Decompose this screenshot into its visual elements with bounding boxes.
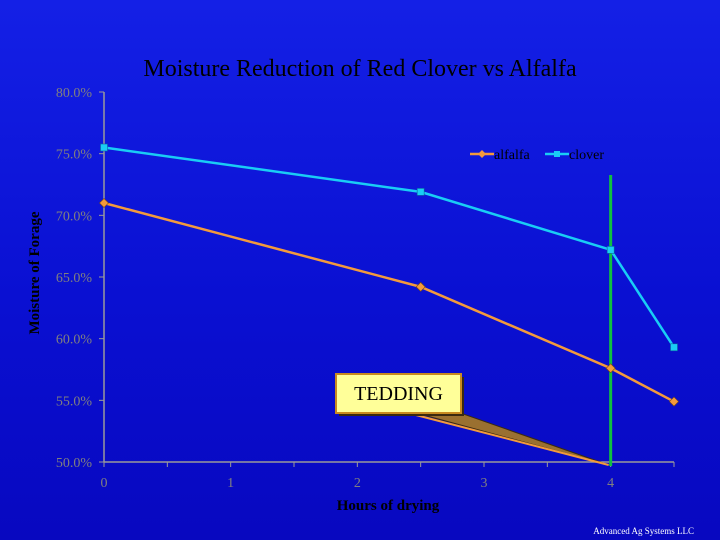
legend-marker-alfalfa bbox=[478, 150, 486, 158]
x-tick-label: 3 bbox=[481, 476, 488, 491]
x-tick-label: 2 bbox=[354, 476, 361, 491]
legend-label-alfalfa: alfalfa bbox=[494, 148, 531, 163]
data-point-clover bbox=[670, 343, 678, 352]
x-tick-label: 4 bbox=[607, 476, 614, 491]
data-point-alfalfa bbox=[99, 198, 109, 208]
series-line-clover bbox=[103, 146, 676, 348]
footer-credit: Advanced Ag Systems LLC bbox=[593, 526, 694, 536]
data-point-clover bbox=[606, 246, 615, 254]
y-tick-label: 70.0% bbox=[56, 209, 93, 224]
callout-pointer-highlight bbox=[411, 413, 609, 466]
legend-marker-clover bbox=[554, 151, 560, 157]
data-point-alfalfa bbox=[605, 363, 616, 374]
callout-box bbox=[335, 373, 462, 414]
series-line-alfalfa bbox=[103, 201, 675, 403]
y-tick-label: 65.0% bbox=[56, 271, 93, 286]
legend-label-clover: clover bbox=[569, 148, 604, 163]
data-point-clover bbox=[416, 188, 425, 196]
x-tick-label: 0 bbox=[101, 476, 108, 491]
y-tick-label: 55.0% bbox=[56, 394, 93, 409]
chart-title: Moisture Reduction of Red Clover vs Alfa… bbox=[143, 56, 577, 82]
data-point-clover bbox=[100, 143, 108, 152]
y-axis-title: Moisture of Forage bbox=[27, 211, 43, 334]
x-axis-title: Hours of drying bbox=[337, 498, 440, 514]
y-tick-label: 80.0% bbox=[56, 86, 93, 101]
y-tick-label: 60.0% bbox=[56, 333, 93, 348]
x-tick-label: 1 bbox=[227, 476, 234, 491]
plot-area: 50.0% 55.0% 60.0% 65.0% 70.0% 75.0% 80.0% 0 1 2 3 4… bbox=[56, 86, 679, 491]
data-point-alfalfa bbox=[415, 281, 426, 292]
callout-label: TEDDING bbox=[354, 383, 443, 405]
y-tick-label: 50.0% bbox=[56, 456, 93, 471]
y-tick-label: 75.0% bbox=[56, 148, 93, 163]
data-point-alfalfa bbox=[669, 396, 679, 407]
